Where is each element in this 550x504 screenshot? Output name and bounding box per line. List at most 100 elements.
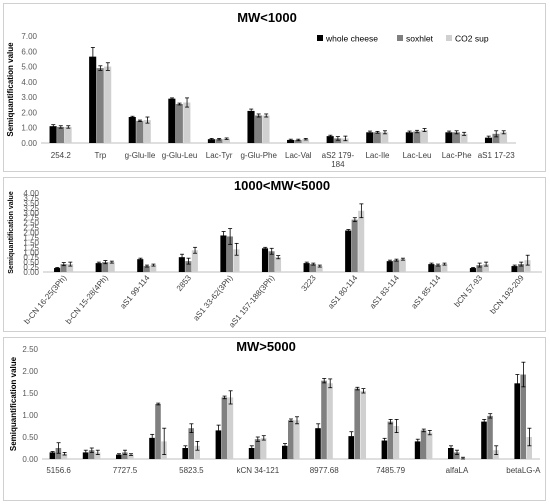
chart-title: 1000<MW<5000: [234, 178, 330, 193]
bar-co2-sup: [128, 454, 134, 459]
x-category-label: g-Glu-Phe: [240, 151, 277, 160]
bar-whole-cheese: [405, 132, 413, 143]
bar-soxhlet: [88, 450, 95, 459]
bar-whole-cheese: [414, 441, 421, 459]
bar-whole-cheese: [182, 448, 188, 459]
bar-whole-cheese: [49, 452, 56, 459]
bar-whole-cheese: [514, 383, 520, 459]
chart-panel-mw-lt-1000: MW<1000 Semiquantification value 0.00 1.00 2…: [3, 3, 546, 172]
bar-soxhlet: [188, 428, 194, 459]
x-category-label: 5823.5: [179, 466, 204, 475]
y-tick-label: 1.25: [23, 243, 39, 252]
bar-co2-sup: [441, 264, 448, 272]
bar-co2-sup: [327, 383, 333, 459]
bar-soxhlet: [321, 380, 327, 459]
bar-whole-cheese: [49, 126, 57, 143]
bar-whole-cheese: [168, 98, 176, 143]
bar-whole-cheese: [448, 448, 454, 459]
bar-soxhlet: [393, 260, 400, 272]
y-axis-label: Semiquantification value: [8, 191, 15, 274]
bar-soxhlet: [334, 138, 342, 143]
legend-swatch: [446, 35, 452, 41]
x-category-label: bCN 193-209: [488, 273, 526, 316]
bar-whole-cheese: [137, 259, 144, 272]
bar-co2-sup: [191, 250, 198, 272]
y-axis-label: Semiquantification value: [6, 42, 15, 137]
bar-co2-sup: [104, 66, 112, 143]
bar-co2-sup: [316, 266, 323, 272]
x-category-label: aS1 17-23: [478, 151, 515, 160]
bar-whole-cheese: [428, 264, 435, 272]
bar-co2-sup: [302, 139, 310, 143]
bar-whole-cheese: [484, 137, 493, 143]
bar-co2-sup: [294, 420, 300, 459]
x-category-label: aS1 157-188(3Ph): [227, 273, 276, 329]
y-tick-label: 5.00: [21, 63, 37, 72]
bar-co2-sup: [143, 120, 151, 143]
x-category-label: g-Glu-Leu: [162, 151, 198, 160]
bar-soxhlet: [420, 430, 427, 459]
bar-soxhlet: [310, 264, 317, 272]
bar-co2-sup: [358, 210, 365, 272]
y-tick-label: 2.25: [23, 224, 39, 233]
bar-whole-cheese: [116, 454, 122, 459]
x-category-label: b-CN 15-28(4Ph): [64, 273, 110, 326]
bar-soxhlet: [351, 219, 358, 272]
y-tick-label: 1.50: [22, 389, 38, 398]
bar-co2-sup: [260, 437, 267, 459]
x-category-label: alfaLA: [446, 466, 469, 475]
bar-whole-cheese: [282, 445, 288, 459]
bar-soxhlet: [57, 126, 65, 143]
y-axis-label: Semiquantification value: [9, 356, 18, 451]
x-category-label: aS1 33-62(3Ph): [191, 273, 234, 322]
bar-whole-cheese: [315, 428, 321, 459]
bar-co2-sup: [420, 130, 428, 143]
bar-soxhlet: [354, 388, 360, 459]
bar-co2-sup: [262, 115, 270, 143]
bar-soxhlet: [122, 452, 128, 459]
bar-whole-cheese: [326, 136, 334, 143]
y-tick-label: 2.00: [23, 229, 39, 238]
bar-whole-cheese: [261, 248, 269, 272]
bar-co2-sup: [183, 102, 191, 143]
bar-co2-sup: [460, 133, 468, 143]
bar-whole-cheese: [82, 452, 89, 459]
bar-whole-cheese: [345, 230, 352, 272]
x-category-label: 254.2: [51, 151, 72, 160]
x-category-label: Lac-Phe: [442, 151, 472, 160]
y-tick-label: 1.00: [21, 124, 37, 133]
y-tick-label: 0.00: [22, 455, 38, 464]
y-tick-label: 6.00: [21, 47, 37, 56]
bar-co2-sup: [426, 432, 433, 459]
x-category-label: b-CN 16-25(3Ph): [22, 273, 68, 326]
bar-soxhlet: [136, 120, 144, 143]
x-category-label: g-Glu-Ile: [125, 151, 156, 160]
bar-soxhlet: [387, 421, 394, 459]
x-category-label: bCN 57-93: [452, 273, 484, 309]
x-category-label: Lac-Leu: [403, 151, 432, 160]
x-category-label: aS2 179-: [322, 151, 355, 160]
y-tick-label: 1.00: [22, 411, 38, 420]
bar-soxhlet: [434, 265, 441, 272]
bar-soxhlet: [185, 261, 192, 272]
bar-co2-sup: [499, 132, 508, 143]
bar-soxhlet: [221, 397, 228, 459]
legend-swatch: [397, 35, 403, 41]
x-category-label: Lac-Tyr: [206, 151, 233, 160]
x-category-label: 8977.68: [310, 466, 339, 475]
bar-whole-cheese: [128, 117, 136, 143]
bar-soxhlet: [102, 262, 109, 272]
bar-soxhlet: [96, 68, 104, 143]
x-category-label: 5156.6: [46, 466, 71, 475]
bar-soxhlet: [254, 439, 261, 459]
bar-co2-sup: [274, 257, 282, 272]
x-category-label: aS1 83-114: [368, 273, 401, 310]
bar-whole-cheese: [287, 139, 295, 143]
bar-soxhlet: [294, 139, 302, 143]
bar-whole-cheese: [248, 448, 255, 459]
bar-whole-cheese: [381, 440, 388, 459]
chart-panel-mw-1000-5000: 1000<MW<5000 Semiquantification value 0.00…: [3, 177, 546, 332]
y-tick-label: 3.00: [23, 209, 39, 218]
bar-whole-cheese: [481, 421, 487, 459]
bar-soxhlet: [454, 452, 460, 459]
